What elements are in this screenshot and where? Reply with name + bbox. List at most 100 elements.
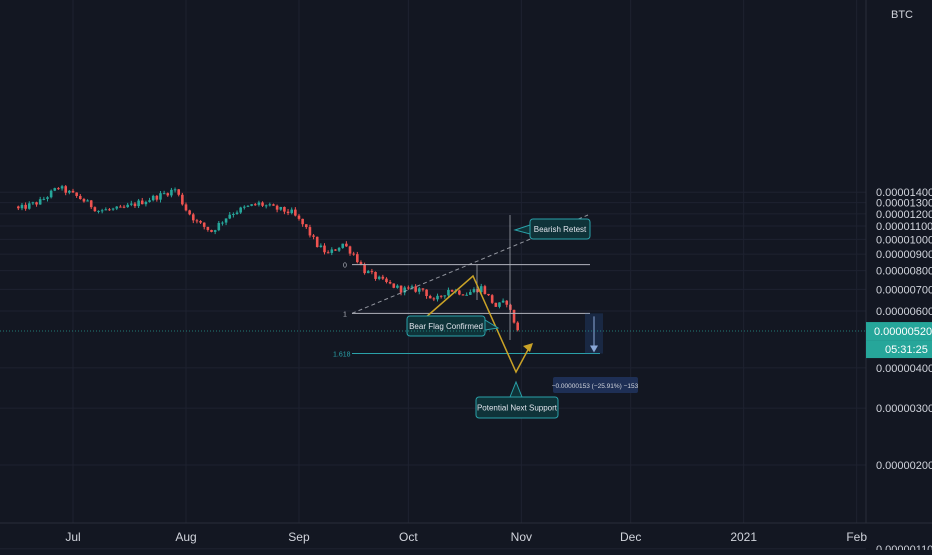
candle[interactable]	[374, 271, 377, 281]
candle[interactable]	[49, 189, 53, 199]
candle[interactable]	[60, 184, 64, 191]
candle[interactable]	[476, 288, 479, 293]
candle[interactable]	[86, 199, 89, 202]
candle[interactable]	[323, 243, 326, 255]
candle[interactable]	[221, 221, 224, 226]
candle[interactable]	[140, 197, 144, 205]
candle[interactable]	[337, 246, 341, 253]
candle[interactable]	[341, 243, 345, 249]
candle[interactable]	[469, 289, 472, 295]
candle[interactable]	[279, 206, 283, 211]
candle[interactable]	[366, 269, 370, 274]
candle[interactable]	[35, 201, 38, 207]
candle[interactable]	[57, 187, 60, 190]
candle[interactable]	[377, 275, 381, 281]
candle[interactable]	[213, 229, 217, 235]
candle[interactable]	[115, 206, 119, 211]
candle[interactable]	[308, 224, 312, 238]
candle[interactable]	[487, 293, 490, 296]
candle[interactable]	[370, 268, 374, 275]
candle[interactable]	[345, 241, 348, 247]
drawings[interactable]: 0 1 1.618 −0.00000153 (−25.91%) −153 Bearish…	[0, 214, 866, 419]
candle[interactable]	[261, 201, 264, 208]
candle[interactable]	[388, 279, 392, 285]
candle[interactable]	[202, 222, 206, 230]
candle[interactable]	[312, 233, 315, 240]
candle[interactable]	[199, 220, 202, 224]
candle[interactable]	[93, 206, 97, 212]
candle[interactable]	[133, 201, 137, 208]
candle[interactable]	[505, 300, 509, 308]
candle[interactable]	[301, 218, 304, 227]
candle[interactable]	[170, 187, 173, 198]
candle[interactable]	[352, 251, 355, 256]
candle[interactable]	[290, 207, 293, 215]
candle[interactable]	[465, 292, 468, 296]
candle[interactable]	[228, 212, 232, 220]
candle[interactable]	[330, 247, 334, 256]
candle[interactable]	[64, 184, 68, 196]
candle[interactable]	[82, 197, 86, 203]
candle[interactable]	[217, 220, 221, 232]
candle[interactable]	[166, 192, 170, 197]
candle[interactable]	[425, 289, 428, 299]
candle[interactable]	[283, 206, 286, 215]
candle[interactable]	[224, 218, 228, 226]
candle[interactable]	[348, 245, 352, 256]
candle[interactable]	[450, 289, 454, 292]
candle[interactable]	[246, 205, 250, 208]
candle[interactable]	[432, 297, 436, 302]
candle[interactable]	[286, 208, 290, 216]
candle[interactable]	[494, 302, 498, 307]
candle[interactable]	[89, 200, 93, 210]
candle[interactable]	[264, 204, 268, 209]
candle[interactable]	[326, 250, 330, 254]
candle[interactable]	[126, 202, 129, 208]
candle[interactable]	[46, 196, 49, 202]
candle[interactable]	[392, 283, 396, 289]
candle[interactable]	[42, 196, 46, 201]
x-axis[interactable]: Jul Aug Sep Oct Nov Dec 2021 Feb	[0, 522, 932, 544]
candle[interactable]	[297, 213, 301, 221]
candle[interactable]	[315, 236, 319, 248]
candle[interactable]	[479, 283, 483, 294]
candle[interactable]	[195, 218, 199, 224]
y-axis[interactable]: 0.000014000.000013000.000012000.00001100…	[865, 0, 932, 555]
candle[interactable]	[498, 302, 501, 309]
candle[interactable]	[162, 190, 166, 195]
candle[interactable]	[38, 196, 42, 205]
candle[interactable]	[272, 203, 275, 206]
candle[interactable]	[243, 205, 246, 210]
candle[interactable]	[319, 243, 323, 248]
candle[interactable]	[177, 188, 181, 197]
candle[interactable]	[122, 204, 126, 209]
callout-bearish-retest[interactable]: Bearish Retest	[513, 218, 591, 240]
candle[interactable]	[78, 194, 82, 200]
candle[interactable]	[20, 202, 24, 211]
candle[interactable]	[257, 200, 261, 207]
callout-potential-next-support[interactable]: Potential Next Support	[475, 380, 559, 419]
candle[interactable]	[31, 201, 35, 205]
candle[interactable]	[206, 226, 210, 232]
candles[interactable]	[17, 184, 519, 332]
candle[interactable]	[210, 229, 213, 233]
candle[interactable]	[159, 191, 162, 203]
candle[interactable]	[399, 285, 403, 296]
candle[interactable]	[181, 192, 184, 206]
candle[interactable]	[304, 224, 308, 229]
candle[interactable]	[130, 200, 133, 207]
candle[interactable]	[188, 209, 191, 216]
candle[interactable]	[184, 202, 188, 212]
candle[interactable]	[490, 294, 494, 305]
candle[interactable]	[27, 201, 31, 210]
candle[interactable]	[436, 293, 439, 302]
candle[interactable]	[501, 298, 505, 303]
candle[interactable]	[148, 197, 151, 203]
candle[interactable]	[71, 188, 75, 193]
candle[interactable]	[381, 274, 385, 281]
candle[interactable]	[173, 187, 177, 193]
candle[interactable]	[483, 284, 487, 295]
candle[interactable]	[385, 277, 388, 284]
callout-bear-flag-confirmed[interactable]: Bear Flag Confirmed	[406, 315, 500, 337]
candle[interactable]	[417, 286, 421, 295]
